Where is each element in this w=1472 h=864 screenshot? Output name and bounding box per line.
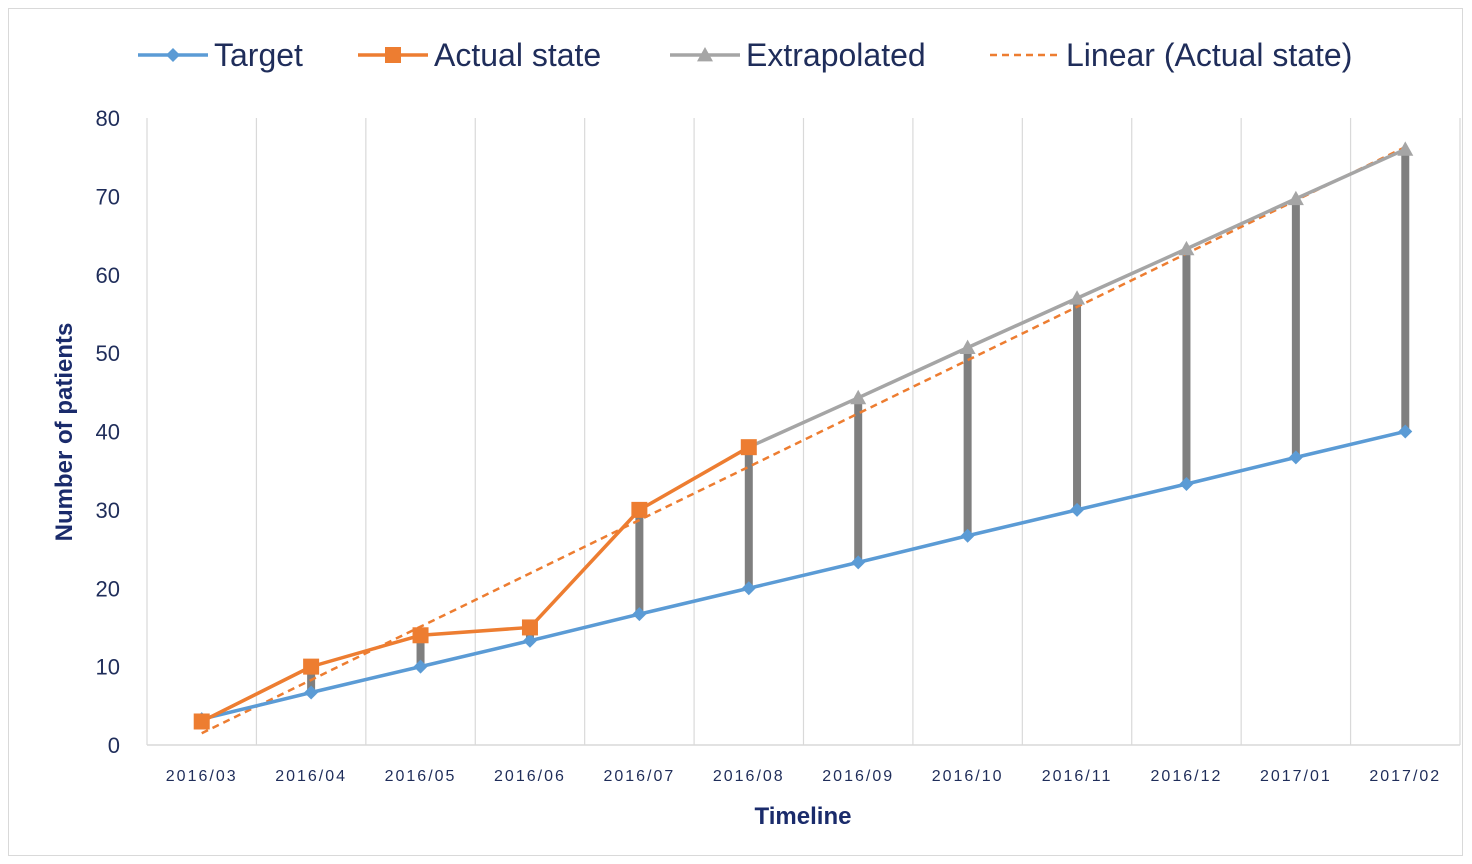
data-point-target <box>632 607 647 622</box>
gap-bars <box>307 149 1410 693</box>
gridlines <box>146 118 1461 745</box>
x-tick-label: 2016/03 <box>166 768 238 785</box>
data-point-target <box>304 685 319 700</box>
legend-marker-actual-state <box>385 47 401 63</box>
data-point-extrapolated <box>1178 240 1195 256</box>
data-point-target <box>1398 424 1413 439</box>
x-tick-labels: 2016/03 2016/04 2016/05 2016/06 2016/07 2016/… <box>166 768 1441 785</box>
y-tick-label: 20 <box>96 576 120 601</box>
data-point-extrapolated <box>1287 190 1304 206</box>
y-tick-label: 60 <box>96 263 120 288</box>
x-tick-label: 2016/07 <box>603 768 675 785</box>
data-point-target <box>1070 502 1085 517</box>
legend-marker-target <box>166 48 180 62</box>
data-point-target <box>1288 450 1303 465</box>
x-tick-label: 2016/08 <box>713 768 785 785</box>
data-point-actual-state <box>193 713 210 730</box>
x-tick-label: 2017/02 <box>1369 768 1441 785</box>
data-point-extrapolated <box>959 339 976 355</box>
data-point-target <box>1179 477 1194 492</box>
data-point-extrapolated <box>1397 141 1414 156</box>
data-point-target <box>851 555 866 570</box>
x-tick-label: 2017/01 <box>1260 768 1332 785</box>
data-point-actual-state <box>303 658 320 675</box>
x-tick-label: 2016/04 <box>275 768 347 785</box>
y-tick-labels: 0 10 20 30 40 50 60 70 80 <box>96 106 120 758</box>
series-line-actual-state <box>200 445 750 724</box>
chart-frame <box>8 8 1463 856</box>
x-tick-label: 2016/05 <box>385 768 457 785</box>
x-tick-label: 2016/12 <box>1151 768 1223 785</box>
y-tick-label: 40 <box>96 420 120 445</box>
y-tick-label: 0 <box>108 733 120 758</box>
data-point-actual-state <box>740 439 757 456</box>
legend-label-actual-state: Actual state <box>434 37 601 73</box>
series-markers <box>193 141 1414 730</box>
series-line-target <box>201 429 1406 721</box>
x-tick-label: 2016/06 <box>494 768 566 785</box>
x-tick-label: 2016/11 <box>1042 768 1113 785</box>
legend-marker-extrapolated <box>697 47 713 62</box>
x-tick-label: 2016/09 <box>822 768 894 785</box>
data-point-extrapolated <box>1069 290 1086 305</box>
data-point-actual-state <box>412 627 429 644</box>
x-axis-title: Timeline <box>755 803 852 830</box>
data-point-target <box>413 659 428 674</box>
data-point-actual-state <box>521 619 538 636</box>
data-point-extrapolated <box>850 389 867 405</box>
y-tick-label: 70 <box>96 184 120 209</box>
legend-label-linear-actual-state: Linear (Actual state) <box>1066 37 1352 73</box>
legend-label-target: Target <box>214 37 303 73</box>
y-axis-title: Number of patients <box>51 323 78 542</box>
y-tick-label: 10 <box>96 655 120 680</box>
y-tick-label: 30 <box>96 498 120 523</box>
data-point-target <box>960 528 975 543</box>
x-tick-label: 2016/10 <box>932 768 1004 785</box>
y-tick-label: 80 <box>96 106 120 131</box>
data-point-actual-state <box>631 501 648 518</box>
data-point-target <box>522 633 537 648</box>
legend-label-extrapolated: Extrapolated <box>746 37 926 73</box>
legend: Target Actual state Extrapolated Linear (Ac… <box>138 37 1352 73</box>
y-tick-label: 50 <box>96 341 120 366</box>
data-point-target <box>741 581 756 596</box>
